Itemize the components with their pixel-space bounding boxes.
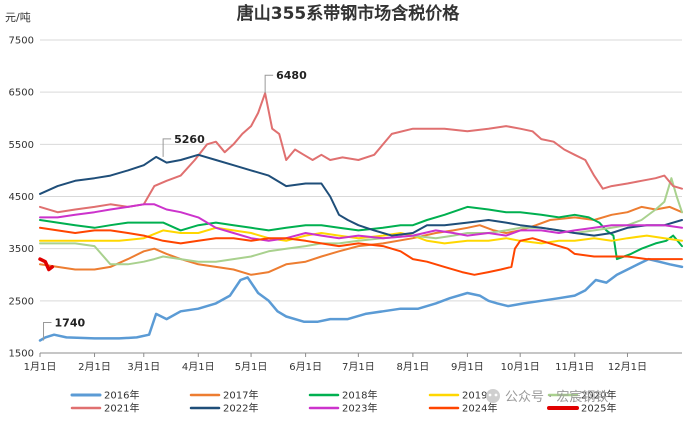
- legend-label: 2023年: [342, 402, 377, 415]
- x-tick-label: 8月1日: [397, 361, 430, 373]
- annotations: 1740 5260 6480: [43, 69, 307, 341]
- x-tick-label: 6月1日: [289, 361, 322, 373]
- legend-label: 2020年: [581, 389, 616, 402]
- y-tick-label: 1500: [9, 349, 34, 360]
- x-tick-label: 4月1日: [182, 361, 215, 373]
- watermark: 公众号 · 宏宸钢铁: [486, 389, 608, 405]
- legend-label: 2024年: [462, 402, 497, 415]
- x-tick-label: 9月1日: [451, 361, 484, 373]
- legend-label: 2017年: [223, 389, 258, 402]
- legend-label: 2016年: [104, 389, 139, 402]
- legend-label: 2018年: [342, 389, 377, 402]
- annotation-leader: [43, 321, 52, 341]
- legend-label: 2025年: [581, 402, 616, 415]
- x-tick-label: 3月1日: [127, 361, 160, 373]
- y-tick-label: 3500: [9, 244, 34, 255]
- series-line-2017年: [39, 205, 683, 276]
- annotation-leader: [162, 138, 172, 157]
- series-line-2021年: [39, 92, 683, 214]
- annotation-label: 5260: [174, 133, 205, 146]
- x-tick-label: 2月1日: [78, 361, 111, 373]
- y-tick-label: 7500: [9, 36, 34, 47]
- annotation-label: 1740: [55, 316, 86, 329]
- series-line-2016年: [38, 257, 684, 342]
- wechat-icon: [486, 389, 500, 403]
- chart-title: 唐山355系带钢市场含税价格: [237, 3, 460, 24]
- x-tick-label: 5月1日: [235, 361, 268, 373]
- y-tick-label: 5500: [9, 140, 34, 151]
- y-axis-ticks: 1500 2500 3500 4500 5500 6500 7500: [9, 36, 34, 360]
- legend-label: 2022年: [223, 402, 258, 415]
- x-axis-ticks: 1月1日 2月1日 3月1日 4月1日 5月1日 6月1日 7月1日 8月1日 9月1日 10月1…: [24, 353, 647, 373]
- series-line-2024年: [39, 226, 683, 276]
- series-lines: [38, 92, 684, 342]
- y-axis-unit: 元/吨: [5, 11, 31, 24]
- wechat-icon-eye-right: [494, 393, 498, 397]
- x-tick-label: 1月1日: [24, 361, 57, 373]
- annotation-label: 6480: [276, 69, 307, 82]
- series-line-2019年: [39, 226, 683, 245]
- x-tick-label: 7月1日: [342, 361, 375, 373]
- x-tick-label: 10月1日: [501, 361, 540, 373]
- x-tick-label: 12月1日: [608, 361, 647, 373]
- y-tick-label: 4500: [9, 192, 34, 203]
- series-line-2025年: [38, 257, 55, 272]
- series-line-2020年: [39, 177, 683, 266]
- series-line-2018年: [39, 205, 683, 261]
- y-tick-label: 2500: [9, 296, 34, 307]
- annotation-leader: [264, 74, 274, 94]
- legend-label: 2021年: [104, 402, 139, 415]
- gridlines: [40, 39, 682, 354]
- watermark-text: 公众号 · 宏宸钢铁: [505, 389, 608, 405]
- x-tick-label: 11月1日: [555, 361, 594, 373]
- wechat-icon-eye-left: [488, 393, 492, 397]
- series-line-2023年: [39, 203, 683, 242]
- y-tick-label: 6500: [9, 88, 34, 99]
